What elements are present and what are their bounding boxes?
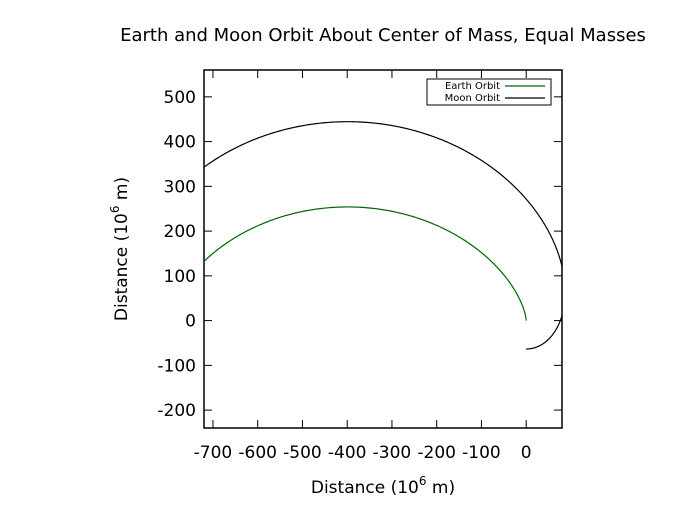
legend: Earth Orbit Moon Orbit — [426, 78, 552, 106]
series-line-earth-orbit — [204, 206, 527, 321]
legend-label-moon-orbit: Moon Orbit — [445, 93, 500, 104]
x-tick-label: -100 — [462, 443, 501, 463]
y-tick-label: -200 — [157, 401, 196, 421]
y-tick-label: 300 — [164, 177, 196, 197]
series-line-moon-orbit — [204, 121, 562, 350]
x-axis-label-main: Distance (10 — [311, 478, 419, 498]
chart-title: Earth and Moon Orbit About Center of Mas… — [120, 25, 646, 46]
x-tick-label: -500 — [283, 443, 322, 463]
y-axis-label-unit: m) — [112, 177, 132, 206]
y-axis-label: Distance (106 m) — [108, 177, 132, 321]
y-tick-label: 200 — [164, 222, 196, 242]
y-tick-label: -100 — [157, 356, 196, 376]
plot-frame — [203, 69, 563, 429]
y-tick-label: 400 — [164, 133, 196, 153]
x-tick-label: -400 — [328, 443, 367, 463]
y-tick-label: 100 — [164, 267, 196, 287]
tick-labels: -700 -600 -500 -400 -300 -200 -100 0-200-100010… — [157, 88, 531, 463]
y-axis-label-main: Distance (10 — [112, 213, 132, 321]
x-tick-label: -600 — [238, 443, 277, 463]
x-tick-label: -700 — [194, 443, 233, 463]
x-tick-label: -300 — [373, 443, 412, 463]
y-tick-label: 500 — [164, 88, 196, 108]
x-axis-label-unit: m) — [427, 478, 456, 498]
ticks — [204, 70, 562, 428]
x-tick-label: 0 — [521, 443, 532, 463]
x-axis-label-exponent: 6 — [419, 474, 427, 488]
x-tick-label: -200 — [417, 443, 456, 463]
plot-area — [203, 69, 563, 429]
x-axis-label: Distance (106 m) — [311, 474, 455, 498]
y-axis-label-exponent: 6 — [108, 205, 122, 213]
y-tick-label: 0 — [185, 312, 196, 332]
legend-label-earth-orbit: Earth Orbit — [445, 81, 500, 92]
legend-box — [426, 78, 552, 106]
series-group — [204, 121, 562, 350]
